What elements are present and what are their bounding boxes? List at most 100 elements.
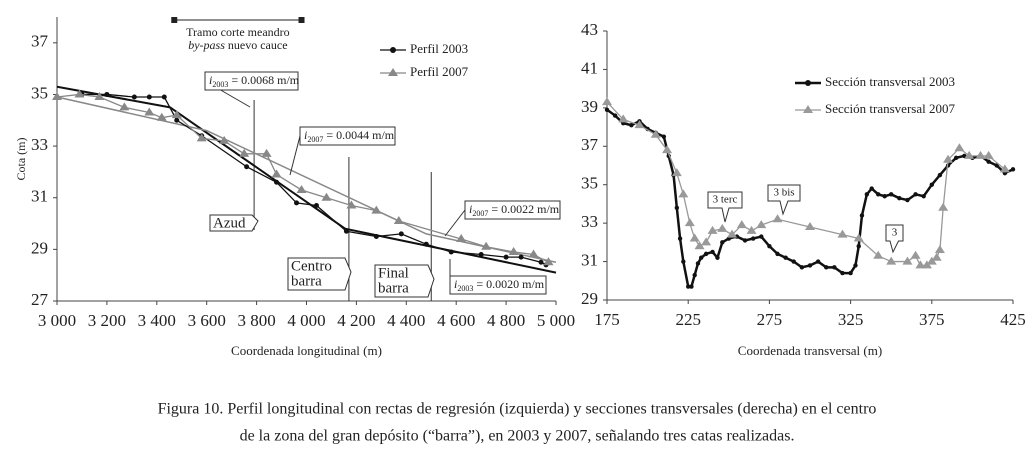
x-tick-label: 275 <box>757 310 783 329</box>
callout-box <box>885 224 904 254</box>
point <box>1010 167 1016 172</box>
point <box>661 134 667 139</box>
y-tick-label: 43 <box>581 20 598 39</box>
point <box>131 94 137 100</box>
point <box>104 91 110 97</box>
y-tick-label: 37 <box>31 32 49 51</box>
annotation-box <box>299 126 396 146</box>
point <box>815 259 821 264</box>
point <box>634 120 645 129</box>
x-tick-label: 325 <box>838 310 864 329</box>
marker-label: Centro <box>291 258 332 274</box>
annotation: i2007 = 0.0044 m/m <box>304 128 395 144</box>
y-tick-label: 27 <box>31 290 49 309</box>
point <box>196 133 207 142</box>
point <box>171 110 182 119</box>
annotation: i2007 = 0.0022 m/m <box>469 202 560 218</box>
point <box>921 194 926 199</box>
y-tick-label: 39 <box>581 97 598 116</box>
point <box>689 233 700 242</box>
point <box>703 251 709 257</box>
x-tick-label: 225 <box>675 310 701 329</box>
point <box>629 122 634 128</box>
point <box>864 192 870 197</box>
point <box>964 150 975 159</box>
y-tick-label: 35 <box>31 83 48 102</box>
x-tick-label: 3 800 <box>237 311 275 330</box>
point <box>934 245 945 254</box>
point <box>943 154 954 163</box>
annotation-text: = 0.0044 m/m <box>323 128 394 142</box>
point <box>146 94 152 100</box>
annotation-subscript: 2003 <box>212 80 228 89</box>
annotation-leader <box>289 135 301 176</box>
point <box>174 117 180 123</box>
point <box>398 231 404 237</box>
point <box>156 112 167 121</box>
point <box>953 155 959 161</box>
point <box>119 102 130 111</box>
point <box>478 252 484 258</box>
point <box>756 220 767 229</box>
point <box>876 192 881 197</box>
point <box>807 263 813 268</box>
marker-box <box>374 264 435 298</box>
caption-line: Figura 10. Perfil longitudinal con recta… <box>158 401 877 418</box>
point <box>873 250 884 259</box>
point <box>321 192 332 201</box>
point <box>612 113 618 118</box>
annotation-symbol: i <box>454 277 457 291</box>
point <box>999 164 1010 173</box>
point <box>677 236 683 241</box>
point <box>759 234 764 239</box>
point <box>929 182 934 187</box>
point <box>244 164 250 170</box>
point <box>671 168 682 177</box>
point <box>772 214 783 223</box>
point <box>736 220 747 229</box>
point <box>695 261 701 266</box>
x-tick-label: 175 <box>594 310 620 329</box>
y-tick-label: 31 <box>31 187 48 206</box>
marker-box <box>287 257 352 291</box>
regression-line <box>56 96 557 264</box>
point <box>271 169 282 178</box>
point <box>686 284 691 289</box>
annotation-subscript: 2007 <box>472 209 488 218</box>
y-tick-label: 41 <box>581 58 598 77</box>
y-tick-label: 37 <box>581 135 599 154</box>
point <box>371 205 382 214</box>
caption-line: de la zona del gran depósito (“barra”), … <box>240 428 795 445</box>
marker-label: Final <box>378 265 409 281</box>
point <box>296 184 307 193</box>
span-end <box>171 17 178 23</box>
point <box>538 259 544 265</box>
point <box>689 284 694 289</box>
x-tick-label: 3 200 <box>88 311 126 330</box>
point <box>74 89 85 98</box>
point <box>294 200 300 206</box>
y-tick-label: 33 <box>581 212 598 231</box>
point <box>853 233 864 242</box>
point <box>674 205 680 210</box>
point <box>727 229 738 238</box>
point <box>913 192 918 197</box>
point <box>742 238 748 243</box>
legend-marker <box>388 68 398 76</box>
annotation-symbol: i <box>209 73 212 87</box>
point <box>313 202 319 208</box>
x-tick-label: 3 600 <box>188 311 226 330</box>
point <box>837 229 848 238</box>
annotation-box <box>449 275 547 295</box>
x-tick-label: 375 <box>919 310 945 329</box>
span-label: Tramo corte meandro <box>186 25 290 39</box>
point <box>144 107 155 116</box>
x-tick-label: 5 000 <box>537 311 575 330</box>
point <box>767 244 772 249</box>
x-tick-label: 4 000 <box>287 311 325 330</box>
point <box>832 265 837 270</box>
y-tick-label: 31 <box>581 250 598 269</box>
point <box>975 150 986 159</box>
x-tick-label: 425 <box>1000 310 1026 329</box>
point <box>824 265 829 270</box>
